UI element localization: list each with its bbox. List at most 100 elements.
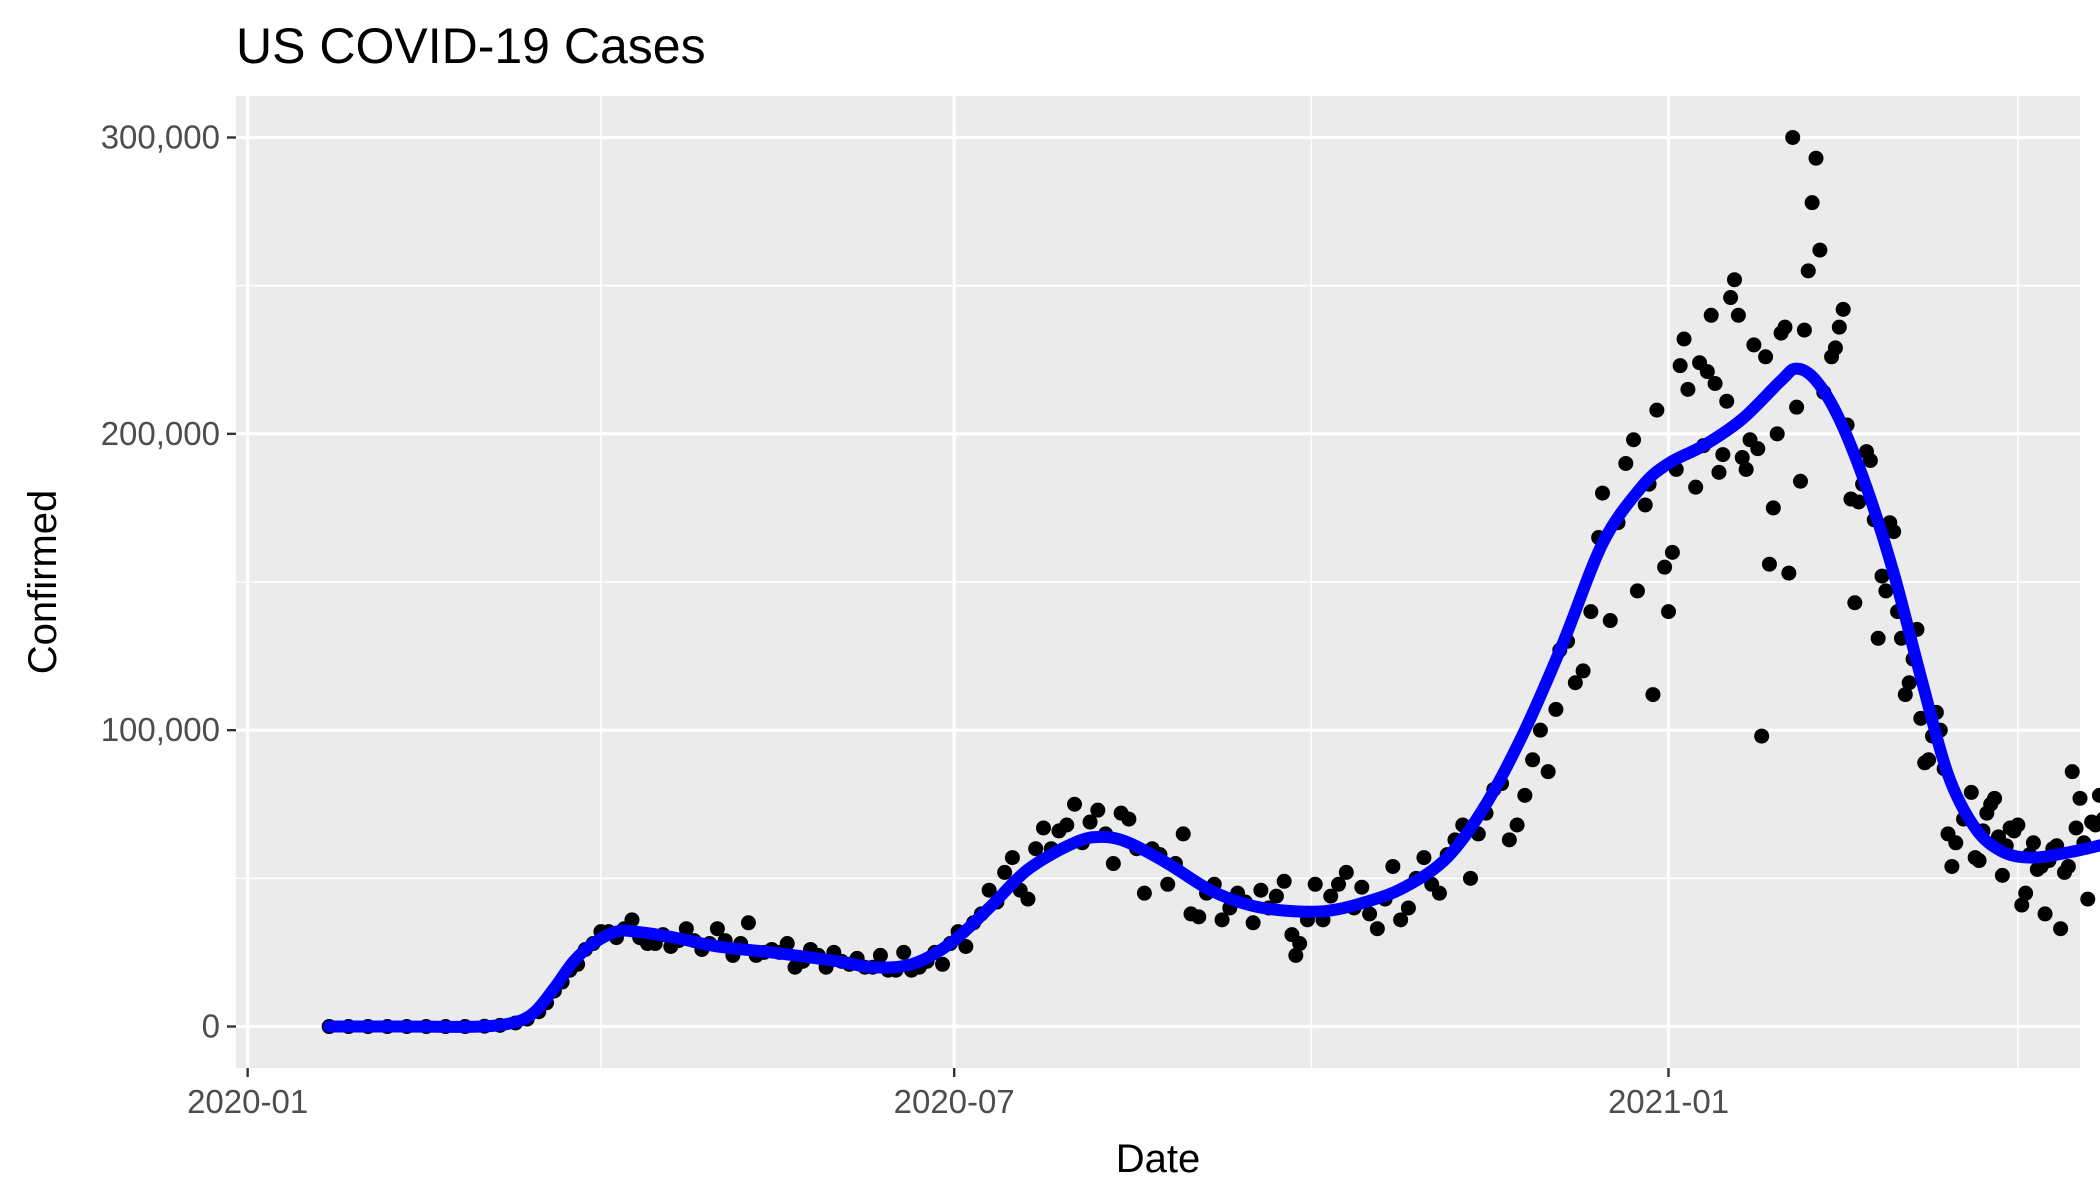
data-point — [1711, 464, 1727, 480]
data-point — [1897, 687, 1913, 703]
data-point — [1082, 814, 1098, 830]
data-point — [1637, 497, 1653, 513]
data-point — [1400, 900, 1416, 916]
data-point — [1657, 559, 1673, 575]
data-point — [1808, 150, 1824, 166]
data-point — [1827, 340, 1843, 356]
data-point — [1726, 272, 1742, 288]
data-point — [1245, 915, 1261, 931]
data-point — [2064, 764, 2080, 780]
data-point — [1004, 850, 1020, 866]
data-point — [1785, 129, 1801, 145]
data-point — [1540, 764, 1556, 780]
data-point — [1276, 873, 1292, 889]
data-point — [1548, 701, 1564, 717]
data-point — [2060, 858, 2076, 874]
data-point — [1338, 864, 1354, 880]
data-point — [1765, 500, 1781, 516]
data-point — [1369, 921, 1385, 937]
data-point — [1331, 876, 1347, 892]
data-point — [1707, 375, 1723, 391]
data-point — [1509, 817, 1525, 833]
data-point — [1963, 784, 1979, 800]
data-point — [1738, 461, 1754, 477]
data-point — [624, 912, 640, 928]
data-point — [2053, 921, 2069, 937]
data-point — [2014, 897, 2030, 913]
data-point — [1921, 752, 1937, 768]
data-point — [1746, 337, 1762, 353]
data-point — [958, 939, 974, 954]
data-point — [1758, 349, 1774, 365]
data-point — [779, 936, 795, 952]
data-point — [1944, 858, 1960, 874]
smooth-line-group — [323, 362, 2100, 1033]
data-point — [2018, 885, 2034, 901]
x-tick-label: 2020-01 — [187, 1083, 308, 1120]
data-point — [1664, 544, 1680, 560]
data-point — [1253, 882, 1269, 898]
data-point — [1831, 319, 1847, 335]
smooth-line — [323, 362, 2100, 1033]
data-point — [1501, 832, 1517, 848]
data-point — [2080, 891, 2096, 907]
data-point — [1618, 455, 1634, 471]
chart-title: US COVID-19 Cases — [236, 18, 706, 74]
data-point — [1796, 322, 1812, 338]
data-point — [2010, 817, 2026, 833]
data-point — [1090, 802, 1106, 818]
data-point — [1160, 876, 1176, 892]
axes: 0 100,000 200,000 300,000 2020-01 2020-07 2021… — [101, 118, 1729, 1120]
data-point — [1835, 301, 1851, 317]
data-point — [1191, 909, 1207, 925]
data-point — [1059, 817, 1075, 833]
data-point — [1862, 453, 1878, 468]
data-point — [1020, 891, 1036, 907]
data-point — [1781, 565, 1797, 581]
data-point — [1602, 613, 1618, 629]
data-point — [935, 956, 951, 972]
data-point — [1292, 936, 1308, 952]
data-point — [740, 915, 756, 931]
data-point — [1463, 870, 1479, 886]
data-point — [1886, 524, 1902, 540]
data-point — [896, 944, 912, 960]
data-point — [1761, 556, 1777, 572]
y-tick-label: 100,000 — [101, 711, 220, 748]
data-point — [1567, 675, 1583, 691]
y-tick-label: 200,000 — [101, 415, 220, 452]
data-point — [1800, 263, 1816, 279]
data-point — [1971, 853, 1987, 869]
data-point — [1268, 888, 1284, 904]
data-point — [1994, 867, 2010, 883]
data-point — [1680, 381, 1696, 397]
data-point — [1804, 195, 1820, 211]
data-point — [1870, 630, 1886, 646]
data-point — [1948, 835, 1964, 851]
y-tick-label: 300,000 — [101, 118, 220, 155]
data-point — [1874, 568, 1890, 584]
data-point — [1067, 796, 1083, 812]
data-point — [1688, 479, 1704, 495]
data-point — [2025, 835, 2041, 851]
data-point — [1629, 583, 1645, 599]
data-point — [1517, 787, 1533, 803]
data-point — [1362, 906, 1378, 922]
data-point — [1847, 595, 1863, 611]
data-point — [2037, 906, 2053, 922]
y-tick-label: 0 — [202, 1008, 220, 1045]
data-point — [1028, 841, 1044, 857]
data-point — [1575, 663, 1591, 679]
data-point — [1626, 432, 1642, 448]
data-point — [1354, 879, 1370, 895]
data-point — [1660, 604, 1676, 620]
data-point — [1672, 358, 1688, 374]
data-point — [1723, 290, 1739, 306]
data-point — [981, 882, 997, 898]
data-point — [1214, 912, 1230, 928]
data-point — [1393, 912, 1409, 928]
data-point — [1645, 687, 1661, 703]
grid-minor — [236, 96, 2080, 1068]
